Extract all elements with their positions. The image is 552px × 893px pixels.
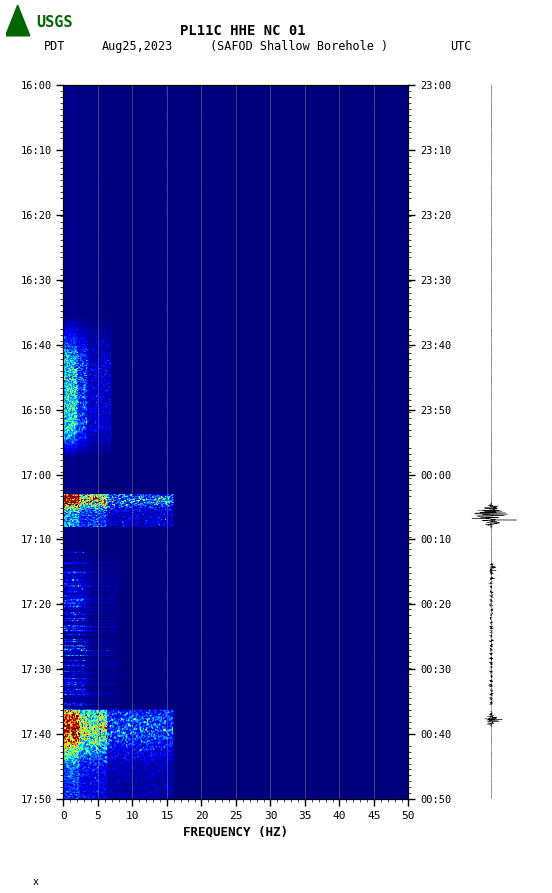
Text: Aug25,2023: Aug25,2023 — [102, 40, 173, 53]
Text: UTC: UTC — [450, 40, 471, 53]
Polygon shape — [6, 5, 30, 36]
Text: x: x — [33, 877, 39, 888]
Text: PDT: PDT — [44, 40, 66, 53]
Text: PL11C HHE NC 01: PL11C HHE NC 01 — [180, 24, 306, 38]
Text: USGS: USGS — [36, 15, 72, 29]
Text: (SAFOD Shallow Borehole ): (SAFOD Shallow Borehole ) — [210, 40, 388, 53]
X-axis label: FREQUENCY (HZ): FREQUENCY (HZ) — [183, 825, 289, 839]
